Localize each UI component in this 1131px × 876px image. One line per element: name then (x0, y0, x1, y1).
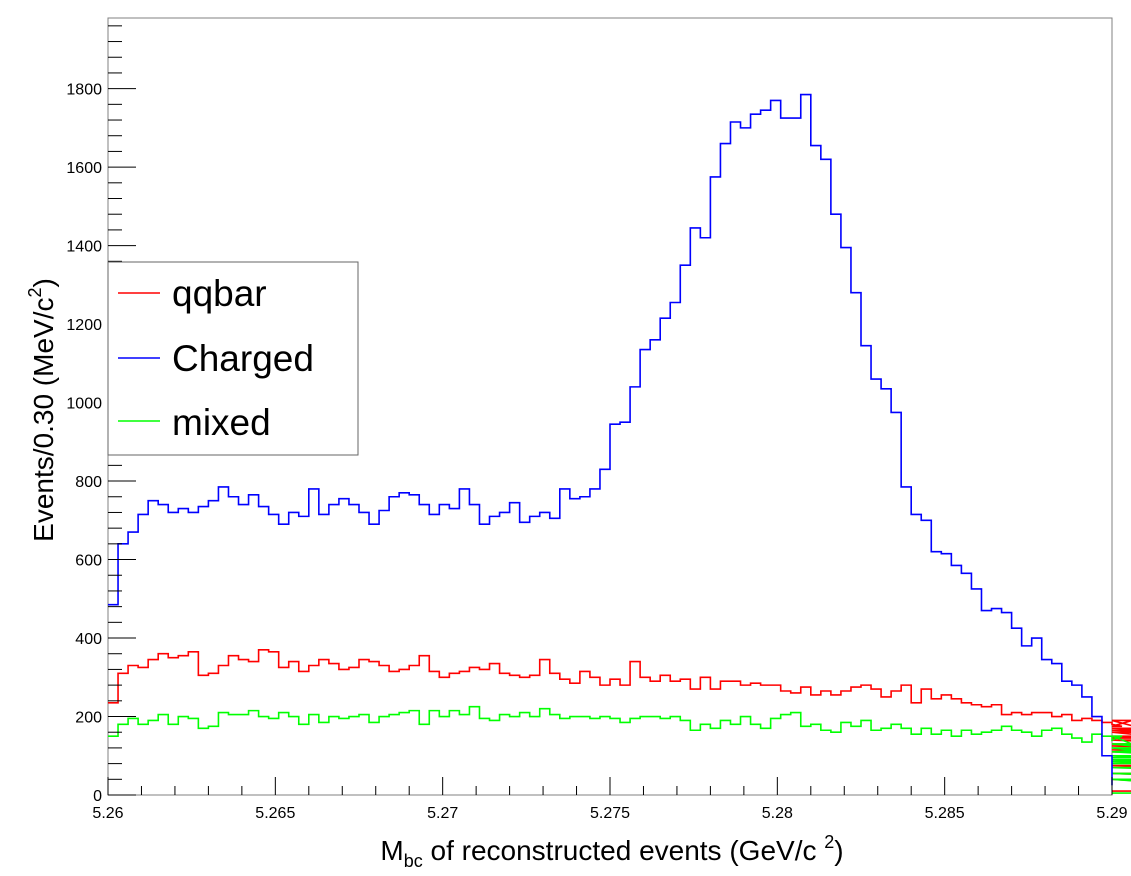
x-tick-label: 5.275 (590, 805, 630, 822)
y-axis: 0 200 400 600 800 1000 1200 1400 1600 1800 (66, 25, 136, 805)
y-axis-label: Events/0.30 (MeV/c2) (25, 278, 59, 542)
legend-entry-mixed: mixed (118, 402, 271, 443)
series-layer (108, 93, 1131, 794)
legend: qqbar Charged mixed (107, 261, 359, 456)
x-tick-label: 5.265 (255, 805, 295, 822)
series-line-qqbar (108, 649, 1131, 792)
legend-entry-qqbar: qqbar (118, 273, 267, 314)
legend-entry-charged: Charged (118, 338, 314, 379)
legend-label-charged: Charged (172, 338, 314, 379)
y-tick-label: 1400 (66, 239, 102, 256)
y-tick-label: 0 (93, 788, 102, 805)
x-tick-label: 5.285 (925, 805, 965, 822)
series-line-mixed (108, 705, 1131, 794)
y-tick-label: 1600 (66, 160, 102, 177)
y-tick-label: 1200 (66, 317, 102, 334)
x-tick-label: 5.28 (762, 805, 793, 822)
legend-label-mixed: mixed (172, 402, 271, 443)
y-tick-label: 1800 (66, 82, 102, 99)
series-line-charged (108, 93, 1113, 786)
y-tick-label: 800 (75, 474, 102, 491)
y-tick-label: 400 (75, 631, 102, 648)
x-axis: 5.26 5.265 5.27 5.275 5.28 5.285 5.29 (92, 777, 1128, 822)
x-tick-label: 5.27 (427, 805, 458, 822)
y-tick-label: 1000 (66, 396, 102, 413)
x-tick-label: 5.26 (92, 805, 123, 822)
y-tick-label: 600 (75, 553, 102, 570)
y-tick-label: 200 (75, 710, 102, 727)
x-tick-label: 5.29 (1096, 805, 1127, 822)
legend-label-qqbar: qqbar (172, 273, 267, 314)
x-axis-label: Mbc of reconstructed events (GeV/c 2) (380, 832, 843, 871)
